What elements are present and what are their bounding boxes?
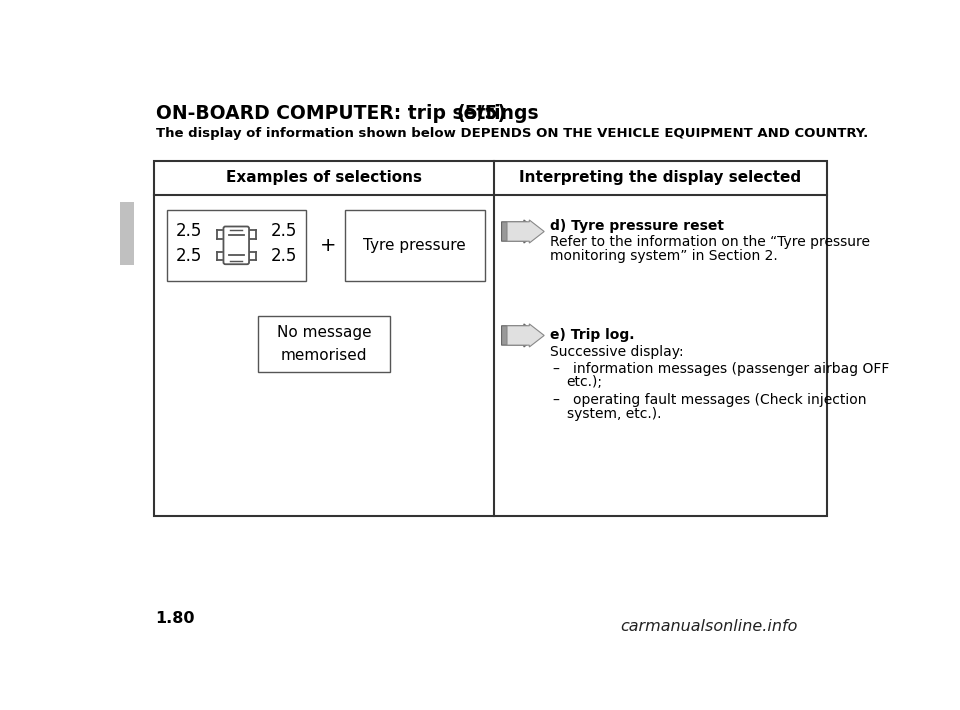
Text: +: + (320, 236, 336, 255)
Text: system, etc.).: system, etc.). (566, 407, 661, 421)
Text: –   information messages (passenger airbag OFF: – information messages (passenger airbag… (554, 361, 890, 376)
Text: (5/5): (5/5) (456, 104, 507, 123)
Text: 1.80: 1.80 (156, 611, 195, 626)
Bar (120, 202, 134, 266)
Bar (258, 316, 390, 371)
Text: 2.5: 2.5 (271, 222, 297, 240)
Text: d) Tyre pressure reset: d) Tyre pressure reset (550, 219, 724, 233)
Polygon shape (507, 220, 544, 243)
Bar (155, 160, 827, 516)
Text: ON-BOARD COMPUTER: trip settings: ON-BOARD COMPUTER: trip settings (156, 104, 539, 123)
Text: 2.5: 2.5 (271, 247, 297, 265)
FancyBboxPatch shape (224, 226, 249, 264)
Text: Successive display:: Successive display: (550, 344, 684, 359)
Text: The display of information shown below DEPENDS ON THE VEHICLE EQUIPMENT AND COUN: The display of information shown below D… (156, 127, 868, 140)
Text: Interpreting the display selected: Interpreting the display selected (519, 170, 802, 185)
Text: e) Trip log.: e) Trip log. (550, 328, 635, 342)
Text: 2.5: 2.5 (176, 247, 203, 265)
Text: Refer to the information on the “Tyre pressure: Refer to the information on the “Tyre pr… (550, 235, 870, 249)
Polygon shape (507, 324, 544, 347)
Text: Tyre pressure: Tyre pressure (363, 238, 466, 253)
Text: Examples of selections: Examples of selections (226, 170, 422, 185)
Text: 2.5: 2.5 (176, 222, 203, 240)
Text: carmanualsonline.info: carmanualsonline.info (620, 619, 797, 634)
Polygon shape (501, 324, 539, 347)
Bar (345, 210, 485, 280)
Polygon shape (501, 220, 539, 243)
Text: monitoring system” in Section 2.: monitoring system” in Section 2. (550, 249, 778, 263)
Text: –   operating fault messages (Check injection: – operating fault messages (Check inject… (554, 393, 867, 408)
Text: No message
memorised: No message memorised (276, 325, 372, 363)
Text: etc.);: etc.); (566, 376, 603, 390)
Bar (166, 210, 306, 280)
